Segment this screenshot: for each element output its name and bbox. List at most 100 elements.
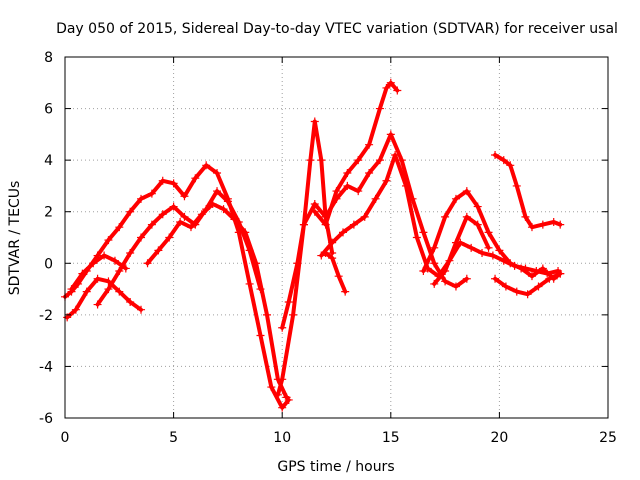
data-point-marker	[334, 272, 343, 281]
data-point-marker	[289, 310, 298, 319]
data-point-marker	[386, 130, 395, 139]
data-point-marker	[349, 220, 358, 229]
data-point-marker	[213, 169, 222, 178]
x-tick-labels: 0 5 10 15 20 25	[61, 430, 617, 446]
data-point-marker	[93, 274, 102, 283]
x-tick-label: 20	[490, 430, 508, 446]
y-tick-label: 6	[44, 102, 53, 118]
series-line	[312, 80, 400, 227]
data-point-marker	[154, 246, 163, 255]
data-point-marker	[484, 243, 493, 252]
data-point-marker	[208, 199, 217, 208]
data-point-marker	[523, 290, 532, 299]
data-point-marker	[512, 287, 521, 296]
data-point-marker	[506, 161, 515, 170]
data-point-marker	[462, 212, 471, 221]
data-point-marker	[223, 197, 232, 206]
data-point-marker	[499, 156, 508, 165]
data-point-marker	[78, 269, 87, 278]
x-tick-label: 0	[61, 430, 70, 446]
data-point-marker	[158, 210, 167, 219]
data-point-marker	[137, 233, 146, 242]
data-point-marker	[371, 194, 380, 203]
data-point-marker	[430, 259, 439, 268]
data-point-marker	[115, 267, 124, 276]
data-point-marker	[462, 274, 471, 283]
data-point-marker	[147, 220, 156, 229]
data-point-marker	[545, 274, 554, 283]
chart-title: Day 050 of 2015, Sidereal Day-to-day VTE…	[56, 21, 618, 37]
data-point-marker	[534, 282, 543, 291]
data-point-marker	[299, 220, 308, 229]
data-point-marker	[310, 117, 319, 126]
data-point-marker	[241, 228, 250, 237]
grid-lines	[65, 57, 608, 418]
data-point-marker	[375, 156, 384, 165]
data-point-marker	[219, 205, 228, 214]
series-line	[145, 202, 289, 400]
data-point-marker	[93, 300, 102, 309]
data-point-marker	[412, 233, 421, 242]
data-point-marker	[501, 282, 510, 291]
data-point-marker	[441, 277, 450, 286]
data-point-marker	[282, 393, 291, 402]
series-track-e	[143, 199, 291, 402]
data-point-marker	[521, 212, 530, 221]
data-point-marker	[321, 220, 330, 229]
data-point-marker	[488, 251, 497, 260]
data-point-marker	[343, 169, 352, 178]
data-point-marker	[506, 259, 515, 268]
data-point-marker	[491, 150, 500, 159]
data-point-marker	[430, 279, 439, 288]
data-point-marker	[71, 305, 80, 314]
data-point-marker	[328, 254, 337, 263]
series-track-l	[430, 212, 493, 288]
data-point-marker	[169, 202, 178, 211]
series-line	[323, 251, 348, 294]
data-point-marker	[391, 150, 400, 159]
data-point-marker	[382, 176, 391, 185]
data-point-marker	[100, 251, 109, 260]
data-point-marker	[451, 238, 460, 247]
y-tick-labels: -6 -4 -2 0 2 4 6 8	[39, 50, 53, 427]
series-track-c	[67, 251, 130, 294]
x-tick-label: 5	[169, 430, 178, 446]
data-point-marker	[365, 140, 374, 149]
data-point-marker	[441, 267, 450, 276]
data-point-marker	[538, 264, 547, 273]
y-tick-label: -2	[39, 308, 53, 324]
data-point-marker	[484, 228, 493, 237]
data-point-marker	[197, 210, 206, 219]
data-point-marker	[382, 83, 391, 92]
data-point-marker	[306, 156, 315, 165]
data-point-marker	[495, 246, 504, 255]
data-point-marker	[419, 267, 428, 276]
data-point-marker	[284, 297, 293, 306]
data-point-marker	[147, 189, 156, 198]
data-point-marker	[126, 248, 135, 257]
data-point-marker	[473, 202, 482, 211]
data-point-marker	[375, 104, 384, 113]
data-point-marker	[267, 383, 276, 392]
data-point-marker	[310, 199, 319, 208]
data-point-marker	[137, 194, 146, 203]
data-point-marker	[186, 223, 195, 232]
data-point-marker	[293, 259, 302, 268]
data-point-marker	[393, 86, 402, 95]
y-tick-label: -4	[39, 359, 53, 375]
data-point-marker	[339, 228, 348, 237]
data-point-marker	[478, 248, 487, 257]
data-point-marker	[556, 269, 565, 278]
series-line	[69, 253, 128, 292]
data-point-marker	[230, 215, 239, 224]
data-point-marker	[126, 297, 135, 306]
y-tick-label: 4	[44, 153, 53, 169]
x-tick-label: 10	[273, 430, 291, 446]
data-point-marker	[169, 179, 178, 188]
data-point-marker	[126, 207, 135, 216]
series-line	[95, 189, 263, 307]
data-point-marker	[310, 207, 319, 216]
data-point-marker	[256, 331, 265, 340]
data-point-marker	[402, 181, 411, 190]
